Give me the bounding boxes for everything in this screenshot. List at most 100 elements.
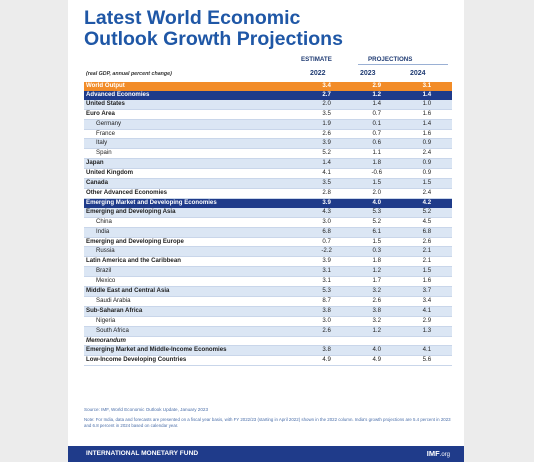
- value-2024: 0.9: [401, 158, 452, 170]
- value-2022: 3.4: [301, 82, 352, 91]
- row-label: France: [84, 129, 302, 140]
- value-2022: 4.9: [301, 355, 352, 367]
- value-2022: -2.2: [301, 246, 352, 258]
- footer-bar: INTERNATIONAL MONETARY FUND IMF.org: [68, 446, 464, 462]
- value-2022: 2.7: [301, 90, 352, 100]
- row-label: Low-Income Developing Countries: [84, 355, 302, 367]
- value-2023: 0.3: [351, 246, 402, 258]
- value-2023: 1.2: [351, 326, 402, 337]
- value-2024: 6.8: [401, 227, 452, 238]
- table-row: Germany 1.9 0.1 1.4: [84, 119, 452, 130]
- value-2022: 3.9: [301, 256, 352, 268]
- value-2023: 2.6: [351, 296, 402, 307]
- value-2023: 4.0: [351, 198, 402, 208]
- row-label: Emerging Market and Developing Economies: [84, 198, 302, 208]
- row-label: World Output: [84, 82, 302, 91]
- value-2023: 3.2: [351, 316, 402, 327]
- row-label: India: [84, 227, 302, 238]
- table-row: Japan 1.4 1.8 0.9: [84, 158, 452, 170]
- value-2023: -0.6: [351, 168, 402, 180]
- value-2023: 3.2: [351, 286, 402, 297]
- table-row: Spain 5.2 1.1 2.4: [84, 148, 452, 160]
- projections-header: PROJECTIONS: [368, 56, 413, 63]
- footer-url[interactable]: IMF.org: [427, 449, 450, 458]
- value-2022: 6.8: [301, 227, 352, 238]
- table-row: Canada 3.5 1.5 1.5: [84, 178, 452, 189]
- year-2024-header: 2024: [410, 70, 426, 77]
- value-2024: 5.6: [401, 355, 452, 367]
- value-2024: 1.6: [401, 276, 452, 288]
- value-2022: 3.8: [301, 306, 352, 317]
- table-row: South Africa 2.6 1.2 1.3: [84, 326, 452, 337]
- value-2022: 0.7: [301, 237, 352, 248]
- table-row: France 2.6 0.7 1.6: [84, 129, 452, 140]
- value-2022: 2.0: [301, 99, 352, 110]
- value-2022: 8.7: [301, 296, 352, 307]
- value-2024: 1.6: [401, 109, 452, 120]
- value-2023: 1.8: [351, 158, 402, 170]
- value-2022: 2.8: [301, 188, 352, 199]
- value-2023: 1.5: [351, 178, 402, 189]
- value-2023: 1.7: [351, 276, 402, 288]
- title-line-1: Latest World Economic: [84, 7, 301, 29]
- row-label: Emerging Market and Middle-Income Econom…: [84, 345, 302, 357]
- row-label: Middle East and Central Asia: [84, 286, 302, 297]
- value-2024: 3.4: [401, 296, 452, 307]
- value-2022: 1.9: [301, 119, 352, 130]
- row-label: Saudi Arabia: [84, 296, 302, 307]
- value-2024: 2.6: [401, 237, 452, 248]
- value-2024: 4.1: [401, 345, 452, 357]
- value-2023: 5.3: [351, 207, 402, 218]
- source-line: Source: IMF, World Economic Outlook Upda…: [84, 407, 209, 412]
- projections-rule: [358, 64, 448, 65]
- value-2023: 1.5: [351, 237, 402, 248]
- value-2023: 4.0: [351, 345, 402, 357]
- projections-poster: Latest World Economic Outlook Growth Pro…: [68, 0, 464, 462]
- value-2023: 0.7: [351, 129, 402, 140]
- table-row: Emerging Market and Developing Economies…: [84, 198, 452, 208]
- table-row: United States 2.0 1.4 1.0: [84, 99, 452, 110]
- value-2024: 1.3: [401, 326, 452, 337]
- value-2023: [351, 336, 402, 347]
- value-2022: 3.0: [301, 217, 352, 228]
- table-row: India 6.8 6.1 6.8: [84, 227, 452, 238]
- value-2024: 0.9: [401, 138, 452, 150]
- footer-url-main: IMF: [426, 449, 440, 458]
- value-2024: 1.5: [401, 178, 452, 189]
- footnote: Note: For India, data and forecasts are …: [84, 417, 451, 428]
- estimate-header: ESTIMATE: [301, 56, 332, 63]
- footer-org: INTERNATIONAL MONETARY FUND: [86, 450, 199, 457]
- value-2022: 4.1: [301, 168, 352, 180]
- title-line-2: Outlook Growth Projections: [84, 28, 343, 50]
- poster-title: Latest World Economic Outlook Growth Pro…: [84, 8, 454, 50]
- year-2022-header: 2022: [310, 70, 326, 77]
- row-label: China: [84, 217, 302, 228]
- value-2024: 1.6: [401, 129, 452, 140]
- row-label: Germany: [84, 119, 302, 130]
- row-label: Other Advanced Economies: [84, 188, 302, 199]
- footer-url-tld: .org: [439, 452, 450, 458]
- value-2023: 2.9: [351, 82, 402, 91]
- value-2022: 5.2: [301, 148, 352, 160]
- table-row: Other Advanced Economies 2.8 2.0 2.4: [84, 188, 452, 199]
- value-2024: 1.4: [401, 90, 452, 100]
- row-label: Euro Area: [84, 109, 302, 120]
- row-label: United Kingdom: [84, 168, 302, 180]
- value-2023: 6.1: [351, 227, 402, 238]
- value-2022: 3.1: [301, 276, 352, 288]
- value-2024: 1.0: [401, 99, 452, 110]
- table-row: China 3.0 5.2 4.5: [84, 217, 452, 228]
- value-2022: 3.5: [301, 178, 352, 189]
- table-row: Euro Area 3.5 0.7 1.6: [84, 109, 452, 120]
- table-row: Advanced Economies 2.7 1.2 1.4: [84, 90, 452, 100]
- value-2024: 2.1: [401, 246, 452, 258]
- value-2022: 1.4: [301, 158, 352, 170]
- value-2024: 1.5: [401, 266, 452, 278]
- value-2024: 3.1: [401, 82, 452, 91]
- value-2022: [301, 336, 352, 347]
- table-row: Mexico 3.1 1.7 1.6: [84, 276, 452, 288]
- table-row: Nigeria 3.0 3.2 2.9: [84, 316, 452, 327]
- value-2023: 0.1: [351, 119, 402, 130]
- row-label: Sub-Saharan Africa: [84, 306, 302, 317]
- table-row: Memorandum: [84, 336, 452, 347]
